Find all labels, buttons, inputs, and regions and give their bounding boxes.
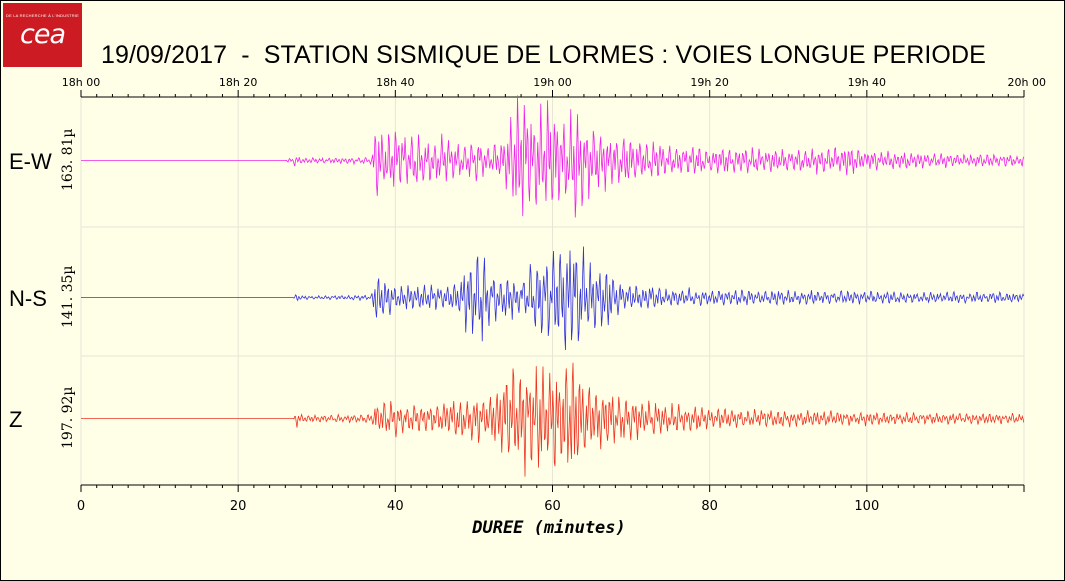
top-tick-label: 18h 40	[376, 76, 414, 89]
trace-z	[81, 362, 1025, 477]
trace-n-s	[81, 246, 1025, 351]
top-tick-label: 20h 00	[1008, 76, 1046, 89]
top-tick-label: 19h 40	[848, 76, 886, 89]
channel-label: E-W	[9, 149, 52, 174]
channel-label: Z	[9, 407, 22, 432]
logo-tagline: DE LA RECHERCHE À L'INDUSTRIE	[5, 13, 80, 18]
x-axis-label: DUREE (minutes)	[471, 518, 626, 538]
x-tick-label: 20	[230, 499, 247, 514]
top-tick-label: 19h 00	[533, 76, 571, 89]
top-tick-label: 19h 20	[690, 76, 728, 89]
x-tick-label: 60	[544, 499, 561, 514]
cea-logo: DE LA RECHERCHE À L'INDUSTRIE cea	[3, 3, 82, 67]
x-tick-label: 0	[77, 499, 85, 514]
logo-text: cea	[19, 19, 66, 50]
x-tick-label: 40	[387, 499, 404, 514]
amplitude-label: 163. 81µ	[60, 128, 76, 191]
page-title: 19/09/2017 - STATION SISMIQUE DE LORMES …	[101, 41, 986, 69]
amplitude-label: 197. 92µ	[60, 386, 76, 449]
amplitude-label: 141. 35µ	[60, 265, 76, 328]
top-tick-label: 18h 00	[62, 76, 100, 89]
channel-label: N-S	[9, 286, 47, 311]
x-tick-label: 80	[701, 499, 718, 514]
x-tick-label: 100	[854, 499, 879, 514]
top-tick-label: 18h 20	[219, 76, 257, 89]
trace-e-w	[81, 95, 1025, 218]
